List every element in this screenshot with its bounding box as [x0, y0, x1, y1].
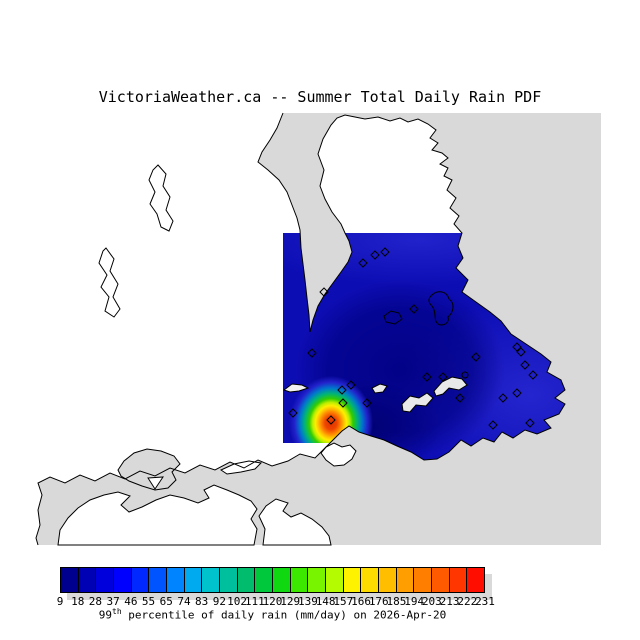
- caption-percentile-number: 99: [98, 608, 113, 622]
- colorbar-tick: 92: [212, 595, 226, 608]
- colorbar-cell: [325, 568, 343, 592]
- colorbar-cell: [448, 568, 467, 592]
- station-diamond-icon: [471, 352, 481, 362]
- station-diamond-icon: [520, 360, 530, 370]
- colorbar-tick: 148: [315, 595, 336, 608]
- colorbar-tick: 129: [280, 595, 301, 608]
- lake-outline-1: [148, 164, 174, 232]
- station-diamond-icon: [380, 247, 390, 257]
- colorbar-cell: [77, 568, 96, 592]
- colorbar-cell: [466, 568, 485, 592]
- station-diamond-icon: [346, 380, 356, 390]
- lagoon-small: [371, 383, 388, 394]
- colorbar-cell: [289, 568, 308, 592]
- colorbar-cell: [360, 568, 379, 592]
- colorbar-tick: 213: [439, 595, 460, 608]
- colorbar-tick: 157: [333, 595, 354, 608]
- colorbar-tick: 83: [195, 595, 209, 608]
- station-diamond-icon: [362, 398, 372, 408]
- station-diamond-icon: [288, 408, 298, 418]
- colorbar-tick: 185: [386, 595, 407, 608]
- colorbar-cell: [201, 568, 220, 592]
- colorbar-cell: [342, 568, 361, 592]
- colorbar-tick: 37: [106, 595, 120, 608]
- station-markers: [288, 247, 538, 430]
- colorbar-cell: [413, 568, 432, 592]
- colorbar-cell: [395, 568, 414, 592]
- colorbar-cell: [254, 568, 273, 592]
- elk-lake-outline: [428, 291, 454, 326]
- station-diamond-icon: [528, 370, 538, 380]
- station-diamond-icon: [516, 347, 526, 357]
- station-diamond-icon: [422, 372, 432, 382]
- station-diamond-icon: [525, 418, 535, 428]
- colorbar-cell: [431, 568, 449, 592]
- lake-outline-2: [98, 247, 121, 318]
- colorbar-tick-labels: 9 18 28 37 46 55 65 74 83 92 102 111 120 129 139 148 157…: [0, 596, 640, 608]
- colorbar-cell: [166, 568, 184, 592]
- esquimalt-harbour: [401, 392, 434, 413]
- colorbar-tick: 28: [88, 595, 103, 608]
- page-title: VictoriaWeather.ca -- Summer Total Daily…: [98, 88, 542, 106]
- colorbar-cell: [307, 568, 326, 592]
- colorbar-cell: [378, 568, 396, 592]
- colorbar-tick: 139: [297, 595, 318, 608]
- william-head-island: [320, 442, 357, 467]
- coastline: [35, 112, 566, 546]
- colorbar-tick: 18: [71, 595, 85, 608]
- colorbar-tick: 120: [262, 595, 283, 608]
- colorbar-tick: 231: [475, 595, 495, 608]
- colorbar-tick: 203: [421, 595, 442, 608]
- station-diamond-icon: [488, 420, 498, 430]
- lake-crescent-island: [147, 476, 164, 490]
- caption-text: percentile of daily rain (mm/day) on 202…: [121, 608, 447, 622]
- colorbar: [60, 567, 485, 593]
- colorbar-tick: 102: [227, 595, 248, 608]
- station-diamond-icon: [438, 372, 448, 382]
- colorbar-tick: 194: [404, 595, 425, 608]
- colorbar-tick: 65: [159, 595, 173, 608]
- station-diamond-icon: [358, 258, 368, 268]
- colorbar-tick: 55: [141, 595, 156, 608]
- station-diamond-icon: [338, 398, 348, 408]
- station-diamond-icon: [307, 348, 317, 358]
- portage-inlet: [433, 376, 468, 397]
- lake-sliver-west: [282, 383, 310, 393]
- station-diamond-icon: [337, 385, 347, 395]
- station-diamond-icon: [370, 250, 380, 260]
- station-diamond-icon: [409, 304, 419, 314]
- station-diamond-icon: [326, 415, 336, 425]
- tiny-lake-outline: [461, 371, 469, 379]
- station-diamond-icon: [455, 393, 465, 403]
- colorbar-cell: [113, 568, 131, 592]
- prospect-lake-outline: [383, 310, 403, 325]
- colorbar-tick: 46: [124, 595, 138, 608]
- colorbar-cell: [236, 568, 255, 592]
- colorbar-cell: [272, 568, 290, 592]
- caption-superscript: th: [112, 607, 122, 616]
- lake-crescent: [117, 448, 181, 491]
- colorbar-tick: 111: [244, 595, 265, 608]
- colorbar-tick: 166: [351, 595, 371, 608]
- station-diamond-icon: [498, 393, 508, 403]
- colorbar-cell: [61, 568, 78, 592]
- olympic-peninsula: [57, 484, 258, 546]
- colorbar-tick: 9: [56, 595, 64, 608]
- colorbar-caption: 99th percentile of daily rain (mm/day) o…: [60, 607, 485, 622]
- colorbar-tick: 222: [457, 595, 478, 608]
- colorbar-tick: 74: [177, 595, 191, 608]
- colorbar-tick: 176: [368, 595, 389, 608]
- dungeness-land: [258, 498, 332, 546]
- colorbar-cell: [130, 568, 149, 592]
- station-diamond-icon: [319, 287, 329, 297]
- colorbar-cell: [148, 568, 167, 592]
- colorbar-cell: [183, 568, 202, 592]
- station-diamond-icon: [512, 388, 522, 398]
- station-diamond-icon: [512, 342, 522, 352]
- colorbar-cell: [95, 568, 114, 592]
- colorbar-cell: [219, 568, 237, 592]
